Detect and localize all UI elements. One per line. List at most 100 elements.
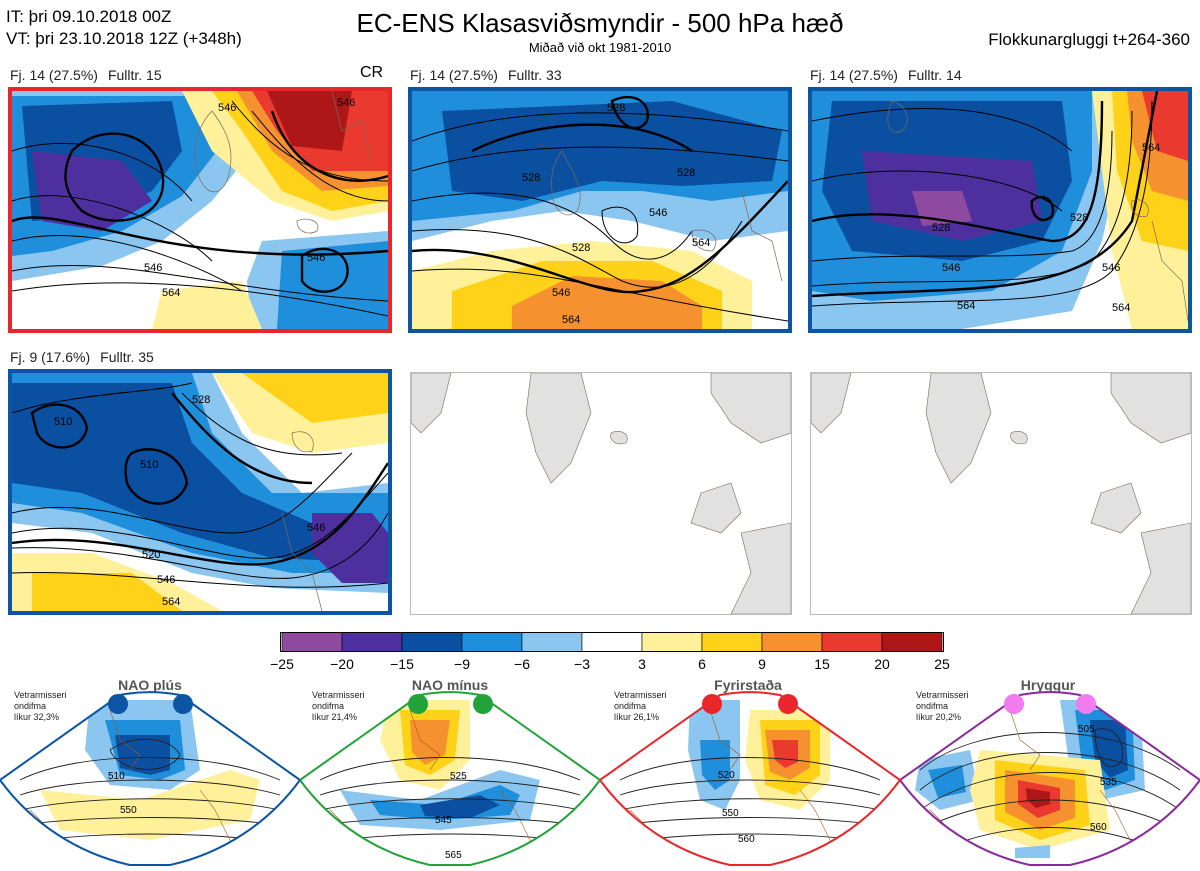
contour-label: 546 bbox=[552, 287, 570, 299]
contour-label: 520 bbox=[142, 549, 160, 561]
contour-label: 546 bbox=[307, 252, 325, 264]
cluster-map-4[interactable]: 510 510 528 520 546 564 546 bbox=[8, 369, 392, 615]
panel-4-rep: Fulltr. 35 bbox=[100, 349, 154, 365]
control-run-tag: CR bbox=[360, 64, 384, 81]
colorbar-cell bbox=[701, 632, 763, 652]
contour-label: 564 bbox=[1112, 302, 1130, 314]
colorbar-tick-label: −15 bbox=[390, 656, 414, 672]
colorbar-tick-label: 6 bbox=[698, 656, 706, 672]
regime-map-nao-minus[interactable]: 525 545 565 bbox=[300, 680, 600, 870]
regime-map-ridge[interactable]: 505 535 560 bbox=[900, 680, 1200, 870]
cluster-map-2-svg: 528 528 528 528 546 546 564 564 bbox=[412, 91, 788, 329]
colorbar-tick-label: 25 bbox=[934, 656, 950, 672]
colorbar-cell bbox=[821, 632, 883, 652]
contour-label: 565 bbox=[445, 850, 462, 861]
panel-2-label: Fj. 14 (27.5%) Fulltr. 33 bbox=[410, 67, 572, 83]
contour-label: 528 bbox=[607, 102, 625, 114]
regime-title-ridge: Hryggur bbox=[1020, 677, 1076, 693]
empty-cluster-map-6 bbox=[810, 372, 1192, 615]
contour-label: 564 bbox=[957, 300, 975, 312]
contour-label: 546 bbox=[307, 522, 325, 534]
colorbar-cell bbox=[341, 632, 403, 652]
panel-1-rep: Fulltr. 15 bbox=[107, 67, 162, 83]
colorbar-tick-label: −9 bbox=[454, 656, 470, 672]
panel-4-freq: Fj. 9 (17.6%) bbox=[10, 349, 91, 365]
colorbar-cell bbox=[521, 632, 583, 652]
regime-dot bbox=[778, 694, 798, 714]
colorbar-cell bbox=[881, 632, 943, 652]
contour-label: 520 bbox=[718, 770, 735, 781]
panel-3-rep: Fulltr. 14 bbox=[907, 67, 962, 83]
regime-dot bbox=[1076, 694, 1096, 714]
contour-label: 546 bbox=[157, 574, 175, 586]
classification-window: Flokkunargluggi t+264-360 bbox=[988, 30, 1190, 49]
colorbar-cell bbox=[461, 632, 523, 652]
contour-label: 528 bbox=[192, 394, 210, 406]
contour-label: 550 bbox=[120, 805, 137, 816]
contour-label: 550 bbox=[722, 808, 739, 819]
contour-label: 545 bbox=[435, 815, 452, 826]
contour-label: 564 bbox=[1142, 142, 1160, 154]
regime-dot bbox=[173, 694, 193, 714]
contour-label: 546 bbox=[144, 262, 162, 274]
contour-label: 564 bbox=[162, 596, 180, 608]
colorbar-cell bbox=[281, 632, 343, 652]
regime-dot bbox=[108, 694, 128, 714]
colorbar-tick-label: 20 bbox=[874, 656, 890, 672]
regime-dot bbox=[1004, 694, 1024, 714]
colorbar-cell bbox=[401, 632, 463, 652]
contour-label: 525 bbox=[450, 771, 467, 782]
regime-title-nao-plus: NAO plús bbox=[118, 677, 182, 693]
regime-note-nao-minus: Vetrarmisseri ondifma líkur 21,4% bbox=[312, 690, 365, 722]
contour-label: 560 bbox=[738, 834, 755, 845]
cluster-map-1[interactable]: 546 546 564 546 546 bbox=[8, 87, 392, 333]
cluster-map-2[interactable]: 528 528 528 528 546 546 564 564 bbox=[408, 87, 792, 333]
colorbar-tick-label: −20 bbox=[330, 656, 354, 672]
contour-label: 528 bbox=[677, 167, 695, 179]
regime-title-nao-minus: NAO mínus bbox=[411, 677, 489, 693]
regime-map-nao-plus[interactable]: 510 550 bbox=[0, 680, 300, 870]
cluster-map-3-svg: 528 528 546 546 564 564 564 bbox=[812, 91, 1188, 329]
contour-label: 528 bbox=[522, 172, 540, 184]
contour-label: 564 bbox=[562, 314, 580, 326]
panel-1-label: Fj. 14 (27.5%) Fulltr. 15 bbox=[10, 67, 172, 83]
page-title: EC-ENS Klasasviðsmyndir - 500 hPa hæð bbox=[356, 8, 844, 38]
contour-label: 546 bbox=[942, 262, 960, 274]
colorbar-tick-label: −25 bbox=[270, 656, 294, 672]
colorbar-cell bbox=[761, 632, 823, 652]
regime-note-nao-plus: Vetrarmisseri ondifma líkur 32,3% bbox=[14, 690, 67, 722]
panel-2-rep: Fulltr. 33 bbox=[507, 67, 562, 83]
colorbar-cell bbox=[581, 632, 643, 652]
contour-label: 535 bbox=[1100, 777, 1117, 788]
contour-label: 560 bbox=[1090, 822, 1107, 833]
contour-label: 528 bbox=[572, 242, 590, 254]
panel-3-label: Fj. 14 (27.5%) Fulltr. 14 bbox=[810, 67, 972, 83]
colorbar-tick-label: 15 bbox=[814, 656, 830, 672]
cluster-map-3[interactable]: 528 528 546 546 564 564 564 bbox=[808, 87, 1192, 333]
regime-note-ridge: Vetrarmisseri ondifma líkur 20,2% bbox=[916, 690, 969, 722]
contour-label: 564 bbox=[162, 287, 180, 299]
header-times: IT: þri 09.10.2018 00Z VT: þri 23.10.201… bbox=[6, 6, 242, 50]
colorbar-tick-label: 3 bbox=[638, 656, 646, 672]
contour-label: 564 bbox=[692, 237, 710, 249]
regime-dot bbox=[473, 694, 493, 714]
contour-label: 510 bbox=[140, 459, 158, 471]
colorbar-tick-label: −6 bbox=[514, 656, 530, 672]
panel-4-label: Fj. 9 (17.6%) Fulltr. 35 bbox=[10, 349, 164, 365]
valid-time: VT: þri 23.10.2018 12Z (+348h) bbox=[6, 29, 242, 48]
colorbar-tick-label: 9 bbox=[758, 656, 766, 672]
colorbar-tick-label: −3 bbox=[574, 656, 590, 672]
contour-label: 546 bbox=[649, 207, 667, 219]
regime-dot bbox=[702, 694, 722, 714]
regime-map-blocking[interactable]: 520 550 560 bbox=[600, 680, 900, 870]
contour-label: 546 bbox=[218, 102, 236, 114]
cluster-map-1-svg: 546 546 564 546 546 bbox=[12, 91, 388, 329]
panel-3-freq: Fj. 14 (27.5%) bbox=[810, 67, 898, 83]
contour-label: 505 bbox=[1078, 724, 1095, 735]
contour-label: 510 bbox=[54, 416, 72, 428]
contour-label: 546 bbox=[337, 97, 355, 109]
contour-label: 528 bbox=[932, 222, 950, 234]
contour-label: 510 bbox=[108, 771, 125, 782]
page-subtitle: Miðað við okt 1981-2010 bbox=[528, 40, 672, 55]
colorbar bbox=[280, 632, 944, 652]
